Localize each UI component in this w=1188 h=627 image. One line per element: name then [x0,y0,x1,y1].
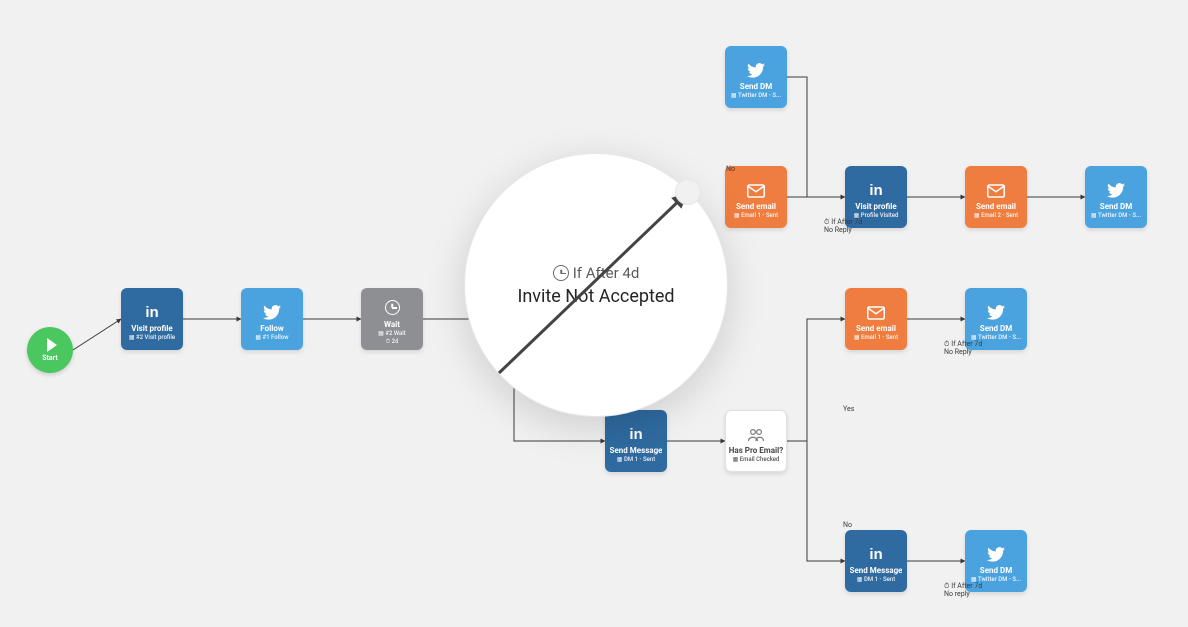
node-subtitle: ▦ #2 Wait [378,330,406,337]
magnifier-lens: If After 4d Invite Not Accepted [464,153,728,417]
node-title: Send email [976,203,1016,211]
node-title: Send email [736,203,776,211]
mail-icon [747,184,765,198]
start-node[interactable]: Start [27,327,73,373]
node-subtitle: ▦ #2 Visit profile [129,334,175,341]
node-subtitle: ▦ #1 Follow [255,334,288,341]
edge-label: ⏱ If After 7dNo Reply [824,218,862,235]
flow-node[interactable]: Send DM▦ Twitter DM - S... [1085,166,1147,228]
mail-icon [867,306,885,320]
play-icon [47,338,57,352]
node-title: Send Message [610,447,663,455]
edge-label: Yes [843,405,854,413]
node-title: Send email [856,325,896,333]
linkedin-icon: in [629,427,642,442]
linkedin-icon: in [869,183,882,198]
twitter-icon [987,305,1005,320]
clock-icon [385,300,400,319]
flow-node[interactable]: in Send Message▦ DM 1 - Sent [845,530,907,592]
node-title: Send DM [980,567,1012,575]
flow-node[interactable]: Wait▦ #2 Wait⏱ 2d [361,288,423,350]
node-subtitle: ▦ DM 1 - Sent [857,576,895,583]
node-subtitle: ▦ Email 1 - Sent [734,212,778,219]
people-icon [747,427,765,443]
node-subtitle: ▦ Twitter DM - S... [1091,212,1141,219]
lens-line2-text: Invite Not Accepted [517,286,674,307]
flow-node[interactable]: Send DM▦ Twitter DM - S... [725,46,787,108]
node-subtitle: ▦ Email 1 - Sent [854,334,898,341]
flow-node[interactable]: Follow▦ #1 Follow [241,288,303,350]
node-title: Send DM [740,83,772,91]
node-subtitle: ▦ Email 2 - Sent [974,212,1018,219]
node-title: Visit profile [855,203,896,211]
start-label: Start [42,354,58,362]
clock-icon [553,265,569,281]
edge-label: No [843,521,852,529]
mail-icon [987,184,1005,198]
edge-label: ⏱ If After 7dNo Reply [944,340,982,357]
lens-line1-text: If After 4d [573,264,640,282]
flow-edge [787,319,845,441]
node-subtitle2: ⏱ 2d [386,338,399,345]
node-title: Visit profile [131,325,172,333]
node-title: Wait [384,321,400,329]
twitter-icon [987,547,1005,562]
twitter-icon [1107,183,1125,198]
flow-node[interactable]: Send email▦ Email 1 - Sent [845,288,907,350]
edge-label: ⏱ If After 7dNo reply [944,582,982,599]
node-title: Follow [260,325,283,333]
flow-node[interactable]: Send email▦ Email 1 - Sent [725,166,787,228]
node-subtitle: ▦ DM 1 - Sent [617,456,655,463]
linkedin-icon: in [145,305,158,320]
node-title: Send DM [980,325,1012,333]
twitter-icon [263,305,281,320]
lens-condition-line: If After 4d [553,264,640,282]
lens-notch [675,179,701,205]
linkedin-icon: in [869,547,882,562]
flow-node[interactable]: in Visit profile▦ #2 Visit profile [121,288,183,350]
flow-node[interactable]: Has Pro Email?▦ Email Checked [725,410,787,472]
node-title: Send DM [1100,203,1132,211]
twitter-icon [747,63,765,78]
node-subtitle: ▦ Twitter DM - S... [731,92,781,99]
node-title: Send Message [850,567,903,575]
node-subtitle: ▦ Email Checked [733,456,780,463]
flow-node[interactable]: Send email▦ Email 2 - Sent [965,166,1027,228]
node-title: Has Pro Email? [729,447,783,455]
flow-node[interactable]: in Send Message▦ DM 1 - Sent [605,410,667,472]
flow-edge [787,441,845,561]
edge-label: No [726,165,735,173]
flow-edge [73,319,121,350]
